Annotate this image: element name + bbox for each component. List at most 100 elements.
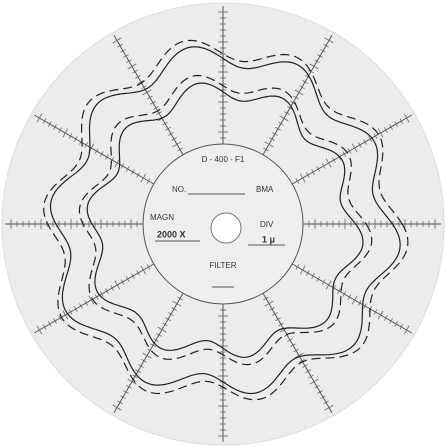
chart-code: D - 400 - F1 bbox=[202, 155, 245, 164]
spoke-tick bbox=[53, 124, 57, 130]
spoke-tick bbox=[99, 151, 104, 157]
spoke-tick bbox=[309, 63, 319, 70]
spoke-tick bbox=[363, 303, 367, 309]
spoke-tick bbox=[287, 338, 293, 342]
spoke-tick bbox=[142, 89, 152, 96]
spoke-tick bbox=[269, 137, 275, 141]
spoke-tick bbox=[171, 137, 177, 141]
spoke-tick bbox=[323, 400, 329, 405]
spoke-tick bbox=[302, 364, 308, 368]
spoke-tick bbox=[299, 173, 306, 183]
spoke-tick bbox=[94, 294, 99, 300]
spoke-tick bbox=[150, 343, 156, 348]
spoke-tick bbox=[47, 321, 52, 327]
spoke-tick bbox=[299, 85, 305, 90]
spoke-tick bbox=[377, 128, 384, 138]
spoke-tick bbox=[127, 63, 137, 70]
spoke-tick bbox=[311, 169, 315, 175]
spoke-tick bbox=[68, 309, 73, 315]
spoke-tick bbox=[342, 291, 347, 297]
spoke-tick bbox=[316, 166, 321, 172]
spoke-tick bbox=[112, 37, 122, 44]
spoke-tick bbox=[269, 307, 275, 311]
spoke-tick bbox=[117, 43, 123, 48]
spoke-tick bbox=[337, 288, 341, 294]
spoke-tick bbox=[84, 300, 89, 306]
spoke-tick bbox=[172, 300, 182, 307]
spoke bbox=[113, 34, 184, 155]
spoke-tick bbox=[125, 166, 130, 172]
spoke bbox=[113, 293, 184, 414]
spoke bbox=[292, 263, 413, 334]
spoke-tick bbox=[324, 404, 334, 411]
division-label: DIV bbox=[260, 220, 274, 229]
spoke-tick bbox=[112, 404, 122, 411]
spoke-tick bbox=[389, 318, 393, 324]
spoke-tick bbox=[127, 378, 137, 385]
spoke-tick bbox=[135, 74, 141, 79]
spoke-tick bbox=[47, 121, 52, 127]
spoke-tick bbox=[357, 300, 362, 306]
profile-trace bbox=[43, 39, 409, 401]
spoke-tick bbox=[383, 127, 388, 133]
spoke-tick bbox=[36, 325, 43, 335]
spoke-tick bbox=[263, 296, 269, 301]
spoke-tick bbox=[135, 369, 141, 374]
spoke-tick bbox=[293, 95, 299, 100]
spoke-tick bbox=[88, 295, 95, 305]
spoke-tick bbox=[62, 128, 69, 138]
spoke-tick bbox=[299, 265, 306, 275]
spoke-tick bbox=[321, 279, 326, 285]
spoke-tick bbox=[141, 358, 147, 363]
spoke-tick bbox=[314, 384, 320, 389]
spoke-tick bbox=[290, 343, 296, 348]
spoke-tick bbox=[302, 80, 308, 84]
spoke-tick bbox=[325, 158, 332, 168]
spoke-tick bbox=[177, 296, 183, 301]
spoke-tick bbox=[295, 178, 300, 184]
spoke-tick bbox=[171, 307, 177, 311]
spoke-tick bbox=[272, 312, 278, 316]
spoke-tick bbox=[157, 326, 167, 333]
spoke-tick bbox=[264, 141, 274, 148]
spoke-tick bbox=[125, 276, 130, 282]
spoke-tick bbox=[131, 273, 135, 279]
spoke-tick bbox=[138, 364, 144, 368]
spoke-tick bbox=[332, 157, 336, 163]
spokes bbox=[5, 6, 441, 442]
spoke-tick bbox=[147, 95, 153, 100]
spoke-tick bbox=[165, 317, 171, 322]
spoke-tick bbox=[373, 133, 378, 139]
spoke-tick bbox=[316, 276, 321, 282]
spoke-tick bbox=[131, 169, 135, 175]
spoke-tick bbox=[117, 400, 123, 405]
center-hole bbox=[210, 212, 242, 244]
spoke-tick bbox=[146, 264, 151, 270]
spoke-tick bbox=[363, 139, 367, 145]
spoke-tick bbox=[136, 172, 140, 178]
spoke-tick bbox=[320, 395, 326, 400]
spoke-tick bbox=[275, 317, 281, 322]
spoke bbox=[262, 293, 333, 414]
spoke-tick bbox=[53, 318, 57, 324]
spoke-tick bbox=[123, 54, 129, 58]
spoke-tick bbox=[165, 126, 171, 131]
spoke-tick bbox=[394, 321, 399, 327]
spoke-tick bbox=[58, 315, 63, 321]
spoke-tick bbox=[314, 59, 320, 64]
spoke-tick bbox=[126, 59, 132, 64]
spoke-tick bbox=[325, 280, 332, 290]
filter-label: FILTER bbox=[210, 261, 237, 270]
spoke-tick bbox=[317, 54, 323, 58]
spoke-tick bbox=[140, 265, 147, 275]
spoke bbox=[262, 34, 333, 155]
spoke bbox=[292, 114, 413, 185]
spoke-tick bbox=[162, 322, 168, 327]
magnification-label: MAGN bbox=[150, 213, 174, 222]
spoke-tick bbox=[351, 295, 358, 305]
magnification-value: 2000 X bbox=[157, 229, 186, 239]
spoke-tick bbox=[94, 148, 99, 154]
spoke-tick bbox=[120, 279, 125, 285]
spoke-tick bbox=[279, 115, 289, 122]
spoke-tick bbox=[317, 390, 323, 394]
